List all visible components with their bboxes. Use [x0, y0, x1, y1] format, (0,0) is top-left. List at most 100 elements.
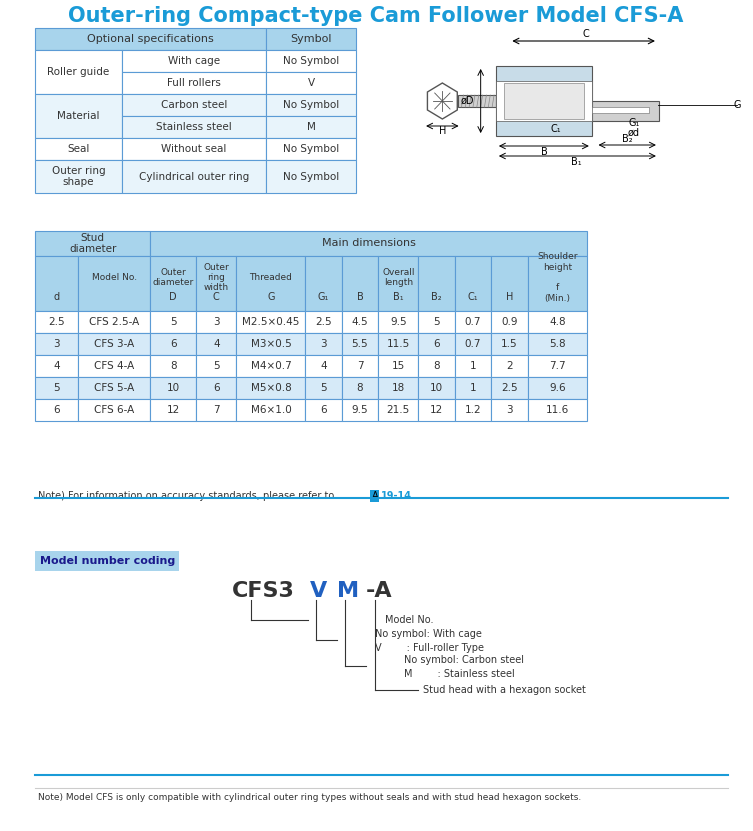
Text: Model number coding: Model number coding: [39, 556, 175, 566]
Bar: [342, 377, 378, 399]
Text: G₁: G₁: [318, 293, 329, 302]
Bar: [151, 399, 197, 421]
Text: 6: 6: [433, 339, 440, 349]
Text: V: V: [310, 581, 328, 601]
Text: CFS 2.5-A: CFS 2.5-A: [89, 317, 139, 327]
Text: 8: 8: [170, 361, 176, 371]
Text: B₁: B₁: [571, 157, 582, 167]
Text: 2: 2: [506, 361, 513, 371]
Text: 2.5: 2.5: [501, 383, 518, 393]
Text: B₂: B₂: [622, 134, 633, 144]
Text: Note) For information on accuracy standards, please refer to: Note) For information on accuracy standa…: [38, 491, 334, 501]
Bar: [378, 333, 419, 355]
Bar: [458, 95, 496, 107]
Text: 11.5: 11.5: [387, 339, 410, 349]
Text: Carbon steel: Carbon steel: [161, 100, 227, 110]
Polygon shape: [428, 83, 457, 119]
Text: 1.5: 1.5: [501, 339, 518, 349]
Text: 19-14: 19-14: [381, 491, 412, 501]
Bar: [151, 333, 197, 355]
Bar: [151, 355, 197, 377]
Text: 7: 7: [357, 361, 363, 371]
Text: 3: 3: [320, 339, 327, 349]
Bar: [306, 399, 342, 421]
Text: C: C: [583, 29, 590, 39]
Bar: [35, 28, 267, 50]
Bar: [35, 138, 122, 160]
Bar: [236, 399, 306, 421]
Text: 9.5: 9.5: [352, 405, 368, 415]
Bar: [342, 311, 378, 333]
Text: Outer
ring
width: Outer ring width: [203, 263, 229, 293]
Bar: [592, 107, 649, 113]
Text: B₂: B₂: [431, 293, 442, 302]
Bar: [78, 311, 151, 333]
Text: Overall
length: Overall length: [382, 268, 415, 288]
Text: 15: 15: [392, 361, 405, 371]
Bar: [528, 377, 587, 399]
Text: 6: 6: [213, 383, 220, 393]
Bar: [455, 333, 491, 355]
Text: 1: 1: [470, 383, 477, 393]
Bar: [78, 399, 151, 421]
Bar: [378, 377, 419, 399]
Bar: [78, 256, 151, 311]
Text: No symbol: Carbon steel: No symbol: Carbon steel: [404, 655, 524, 665]
Text: 4.8: 4.8: [549, 317, 566, 327]
Text: 3: 3: [506, 405, 513, 415]
Bar: [455, 355, 491, 377]
Text: Stud head with a hexagon socket: Stud head with a hexagon socket: [423, 685, 586, 695]
Text: CFS3: CFS3: [232, 581, 294, 601]
Bar: [35, 355, 78, 377]
Text: Model No.: Model No.: [385, 615, 434, 625]
Text: No symbol: With cage: No symbol: With cage: [375, 629, 482, 639]
Bar: [35, 551, 179, 571]
Bar: [197, 355, 236, 377]
Bar: [306, 256, 342, 311]
Text: 7.7: 7.7: [549, 361, 566, 371]
Bar: [122, 94, 267, 116]
Text: Stud
diameter: Stud diameter: [69, 233, 117, 254]
Bar: [592, 101, 659, 121]
Text: M4×0.7: M4×0.7: [251, 361, 291, 371]
Bar: [491, 311, 528, 333]
Text: M5×0.8: M5×0.8: [251, 383, 291, 393]
Text: No Symbol: No Symbol: [283, 56, 340, 66]
Bar: [378, 355, 419, 377]
Text: 12: 12: [166, 405, 180, 415]
Text: M6×1.0: M6×1.0: [251, 405, 291, 415]
Text: H: H: [506, 293, 513, 302]
Bar: [197, 377, 236, 399]
Text: Model No.: Model No.: [92, 273, 137, 282]
Bar: [122, 50, 267, 72]
Text: Shoulder
height

f
(Min.): Shoulder height f (Min.): [537, 252, 578, 302]
Text: D: D: [169, 293, 177, 302]
Bar: [496, 66, 592, 136]
Text: No Symbol: No Symbol: [283, 100, 340, 110]
Text: V        : Full-roller Type: V : Full-roller Type: [375, 643, 484, 653]
Bar: [342, 399, 378, 421]
Text: 4: 4: [320, 361, 327, 371]
Bar: [236, 256, 306, 311]
Text: 4: 4: [53, 361, 60, 371]
Text: 0.7: 0.7: [465, 339, 481, 349]
Text: Outer
diameter: Outer diameter: [153, 268, 194, 288]
Text: B: B: [541, 147, 547, 157]
Text: CFS 6-A: CFS 6-A: [94, 405, 135, 415]
Bar: [236, 377, 306, 399]
Bar: [197, 333, 236, 355]
Bar: [236, 311, 306, 333]
Text: 8: 8: [433, 361, 440, 371]
Text: Full rollers: Full rollers: [167, 78, 221, 88]
Text: -A: -A: [366, 581, 392, 601]
Text: 7: 7: [213, 405, 220, 415]
Bar: [151, 377, 197, 399]
Text: 10: 10: [430, 383, 444, 393]
Bar: [35, 311, 78, 333]
Text: G: G: [733, 100, 741, 110]
Text: M3×0.5: M3×0.5: [251, 339, 291, 349]
Bar: [197, 256, 236, 311]
Bar: [35, 50, 122, 94]
Text: Outer-ring Compact-type Cam Follower Model CFS-A: Outer-ring Compact-type Cam Follower Mod…: [68, 6, 683, 26]
Text: 2.5: 2.5: [316, 317, 332, 327]
